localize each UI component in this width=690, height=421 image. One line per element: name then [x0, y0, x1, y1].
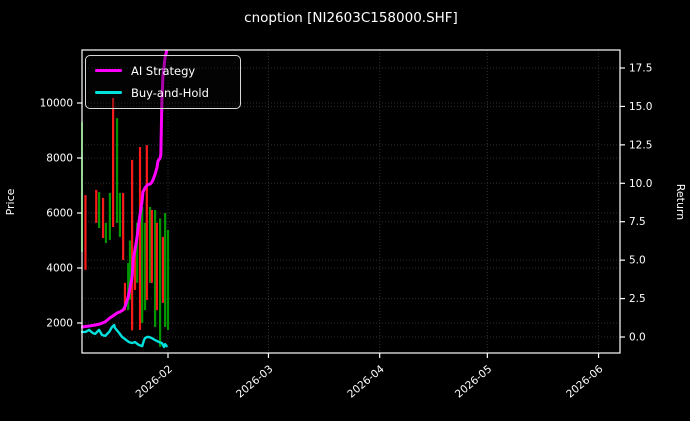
x-tick-label: 2026-06 [564, 363, 606, 401]
chart-title: cnoption [NI2603C158000.SHF] [244, 10, 458, 26]
left-tick-label: 2000 [46, 318, 73, 330]
x-tick-label: 2026-05 [453, 363, 494, 400]
candles-layer [81, 98, 170, 347]
right-axis-label: Return [674, 184, 687, 221]
right-tick-label: 10.0 [629, 178, 652, 190]
legend: AI Strategy Buy-and-Hold [85, 55, 241, 109]
series-layer [81, 49, 169, 349]
x-tick-label: 2026-02 [134, 363, 175, 400]
left-tick-label: 8000 [46, 153, 73, 165]
right-tick-label: 5.0 [629, 255, 646, 267]
legend-label-ai-strategy: AI Strategy [131, 63, 196, 78]
left-tick-label: 10000 [40, 98, 73, 110]
plot-border [81, 49, 621, 354]
x-tick-label: 2026-04 [345, 363, 387, 401]
ai-strategy-line-swatch [95, 69, 122, 72]
legend-item-ai-strategy: AI Strategy [95, 62, 232, 79]
right-tick-label: 12.5 [629, 139, 652, 151]
right-tick-label: 15.0 [629, 101, 652, 113]
right-tick-label: 2.5 [629, 293, 646, 305]
right-tick-label: 17.5 [629, 63, 652, 75]
buy-and-hold-line [81, 323, 168, 349]
right-tick-label: 7.5 [629, 216, 646, 228]
legend-label-buy-and-hold: Buy-and-Hold [131, 85, 209, 100]
x-tick-label: 2026-03 [234, 363, 275, 400]
left-tick-label: 6000 [46, 208, 73, 220]
buy-and-hold-line-swatch [95, 91, 122, 94]
legend-item-buy-and-hold: Buy-and-Hold [95, 84, 232, 101]
ai-strategy-line [81, 49, 169, 329]
right-tick-label: 0.0 [629, 332, 646, 344]
left-tick-label: 4000 [46, 263, 73, 275]
left-axis-label: Price [4, 188, 17, 215]
